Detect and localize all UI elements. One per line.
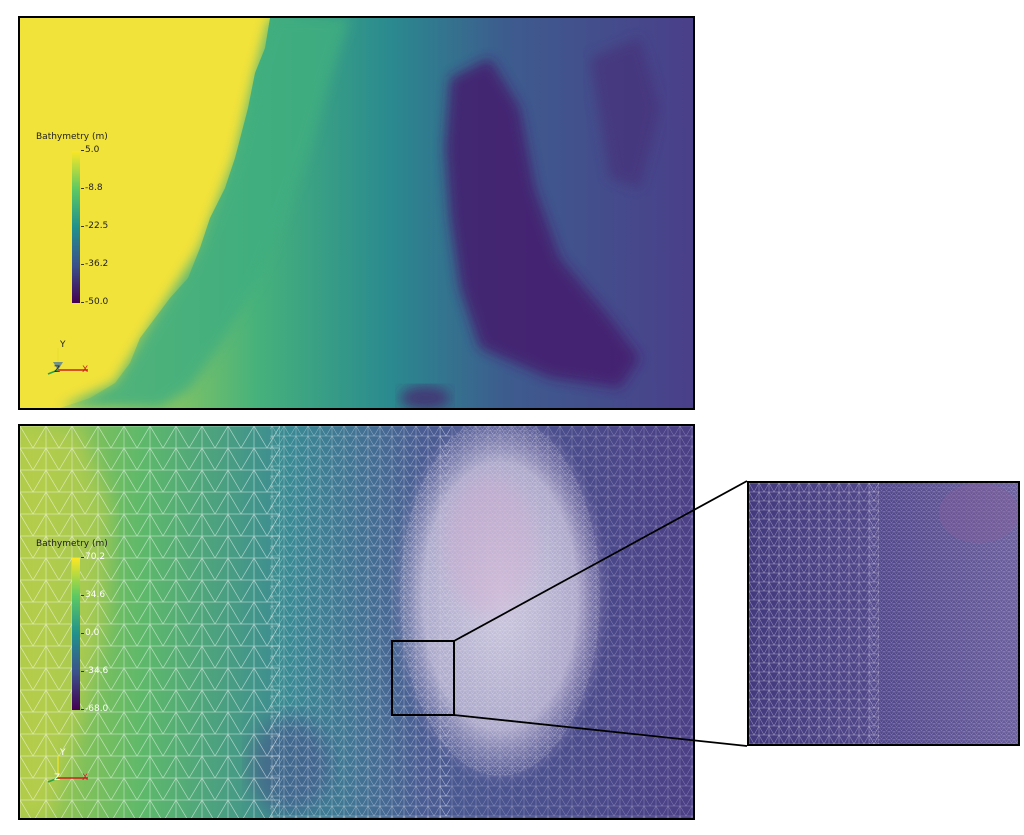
colorbar <box>72 558 80 710</box>
colorbar-tick: -22.5 <box>80 221 109 231</box>
land-area <box>20 18 270 408</box>
colorbar-title: Bathymetry (m) <box>36 539 108 549</box>
zoomed-mesh <box>749 483 1018 744</box>
colorbar-tick: 0.0 <box>80 628 100 638</box>
colorbar-tick: 5.0 <box>80 145 100 155</box>
colorbar-tick: -68.0 <box>80 704 109 714</box>
zoom-inset-panel[interactable] <box>747 481 1020 746</box>
colorbar-tick: -50.0 <box>80 297 109 307</box>
deep-trench <box>445 58 640 388</box>
axis-label-z: Z <box>54 773 61 783</box>
axis-label-x: X <box>82 773 89 783</box>
axis-label-x: X <box>82 365 89 375</box>
colorbar-tick: 34.6 <box>80 590 106 600</box>
colorbar-tick: -36.2 <box>80 259 109 269</box>
axis-label-z: Z <box>54 365 61 375</box>
bathymetry-map-panel[interactable]: Bathymetry (m) 5.0 -8.8 -22.5 -36.2 -50.… <box>18 16 695 410</box>
colorbar <box>72 151 80 303</box>
orientation-axes: Y Z X <box>40 748 100 788</box>
colorbar-tick: 70.2 <box>80 552 106 562</box>
orientation-axes: Y Z X <box>40 340 100 380</box>
mesh-panel[interactable]: Bathymetry (m) 70.2 34.6 0.0 -34.6 -68.0… <box>18 424 695 820</box>
colorbar-tick: -8.8 <box>81 183 103 193</box>
triangular-mesh <box>20 426 693 818</box>
shelf-band <box>60 18 350 408</box>
colorbar-title: Bathymetry (m) <box>36 132 108 142</box>
axis-label-y: Y <box>60 748 66 758</box>
bathymetry-field <box>20 18 693 408</box>
axis-label-y: Y <box>60 340 66 350</box>
colorbar-tick: -34.6 <box>80 666 109 676</box>
